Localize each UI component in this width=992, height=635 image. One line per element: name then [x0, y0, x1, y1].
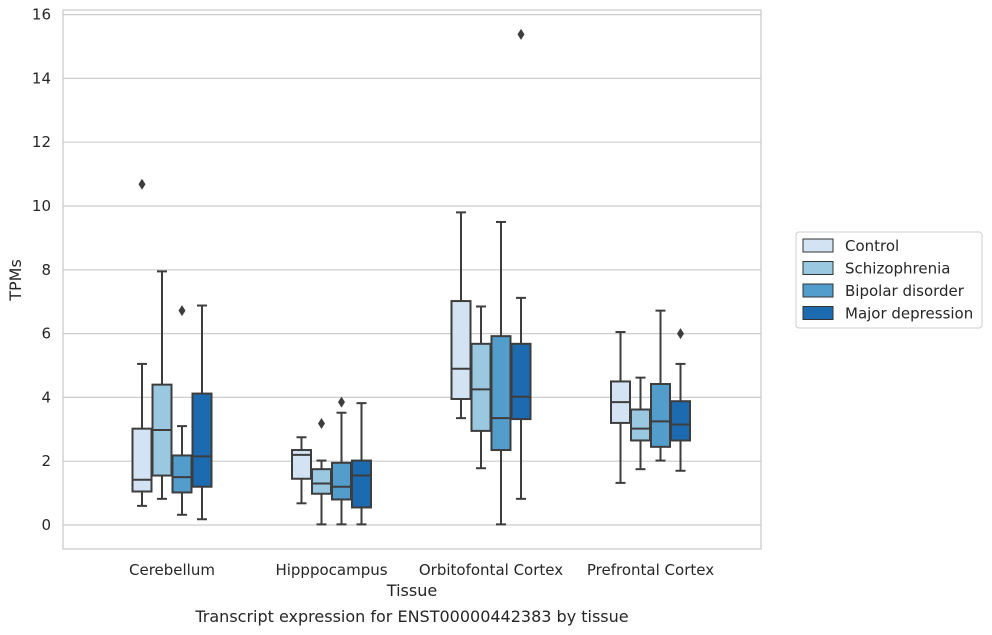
- iqr-box: [490, 335, 512, 452]
- x-tick-label-orbitofontal-cortex: Orbitofontal Cortex: [419, 561, 563, 579]
- plot-area-frame: [62, 9, 762, 550]
- y-tick-label: 8: [41, 261, 51, 279]
- legend-frame: [795, 231, 983, 329]
- x-tick-label-cerebellum: Cerebellum: [129, 561, 215, 579]
- iqr-box: [510, 342, 532, 421]
- box-marks: [131, 28, 691, 526]
- iqr-box: [630, 408, 651, 442]
- x-tick-label-hipppocampus: Hipppocampus: [275, 561, 387, 579]
- legend-swatch-control: [802, 238, 834, 253]
- box-major-depression-2: [510, 28, 532, 500]
- outlier-point: [138, 178, 146, 190]
- y-axis-label: TPMs: [6, 259, 25, 302]
- iqr-box: [331, 461, 352, 501]
- x-axis-label: Tissue: [386, 581, 437, 600]
- outlier-point: [517, 28, 525, 40]
- y-tick-label: 10: [32, 197, 51, 215]
- y-tick-label: 4: [41, 388, 51, 406]
- y-tick-label: 0: [41, 516, 51, 534]
- legend-swatch-schizophrenia: [802, 261, 834, 275]
- grid-lines: [63, 14, 761, 526]
- box-bipolar-disorder-0: [171, 305, 193, 516]
- iqr-box: [291, 449, 312, 480]
- iqr-box: [311, 468, 332, 495]
- iqr-box: [351, 459, 372, 509]
- box-bipolar-disorder-1: [331, 396, 352, 526]
- legend-label: Schizophrenia: [845, 260, 950, 278]
- outlier-point: [318, 418, 325, 430]
- iqr-box: [131, 427, 153, 493]
- box-major-depression-0: [191, 304, 213, 521]
- iqr-box: [670, 400, 691, 442]
- legend-swatch-bipolar-disorder: [802, 283, 834, 298]
- legend-swatch-major-depression: [802, 306, 834, 320]
- y-tick-label: 6: [41, 325, 51, 343]
- iqr-box: [191, 392, 213, 488]
- y-tick-labels: 0 2 4 6 8 10 12 14 16: [32, 6, 51, 534]
- y-tick-label: 16: [32, 6, 51, 24]
- iqr-box: [650, 383, 671, 448]
- box-control-0: [131, 178, 153, 507]
- box-major-depression-1: [351, 402, 372, 526]
- y-tick-label: 14: [32, 69, 51, 87]
- box-control-1: [291, 436, 312, 505]
- y-tick-label: 12: [32, 133, 51, 151]
- x-tick-label-prefrontal-cortex: Prefrontal Cortex: [587, 561, 714, 579]
- box-schizophrenia-0: [151, 270, 173, 500]
- outlier-point: [338, 396, 345, 408]
- outlier-point: [178, 305, 186, 317]
- legend-label: Control: [845, 237, 899, 255]
- outlier-point: [677, 328, 684, 340]
- y-tick-label: 2: [41, 452, 51, 470]
- box-schizophrenia-3: [630, 376, 651, 471]
- iqr-box: [450, 300, 472, 400]
- legend: Control Schizophrenia Bipolar disorder Majo…: [795, 231, 983, 329]
- box-control-3: [610, 331, 631, 484]
- iqr-box: [470, 342, 492, 432]
- legend-label: Bipolar disorder: [845, 282, 965, 300]
- legend-label: Major depression: [845, 305, 973, 323]
- iqr-box: [171, 454, 193, 494]
- box-major-depression-3: [670, 328, 691, 472]
- box-schizophrenia-1: [311, 418, 332, 526]
- x-tick-labels: Cerebellum Hipppocampus Orbitofontal Corte…: [129, 561, 714, 579]
- chart-caption: Transcript expression for ENST0000044238…: [194, 607, 628, 626]
